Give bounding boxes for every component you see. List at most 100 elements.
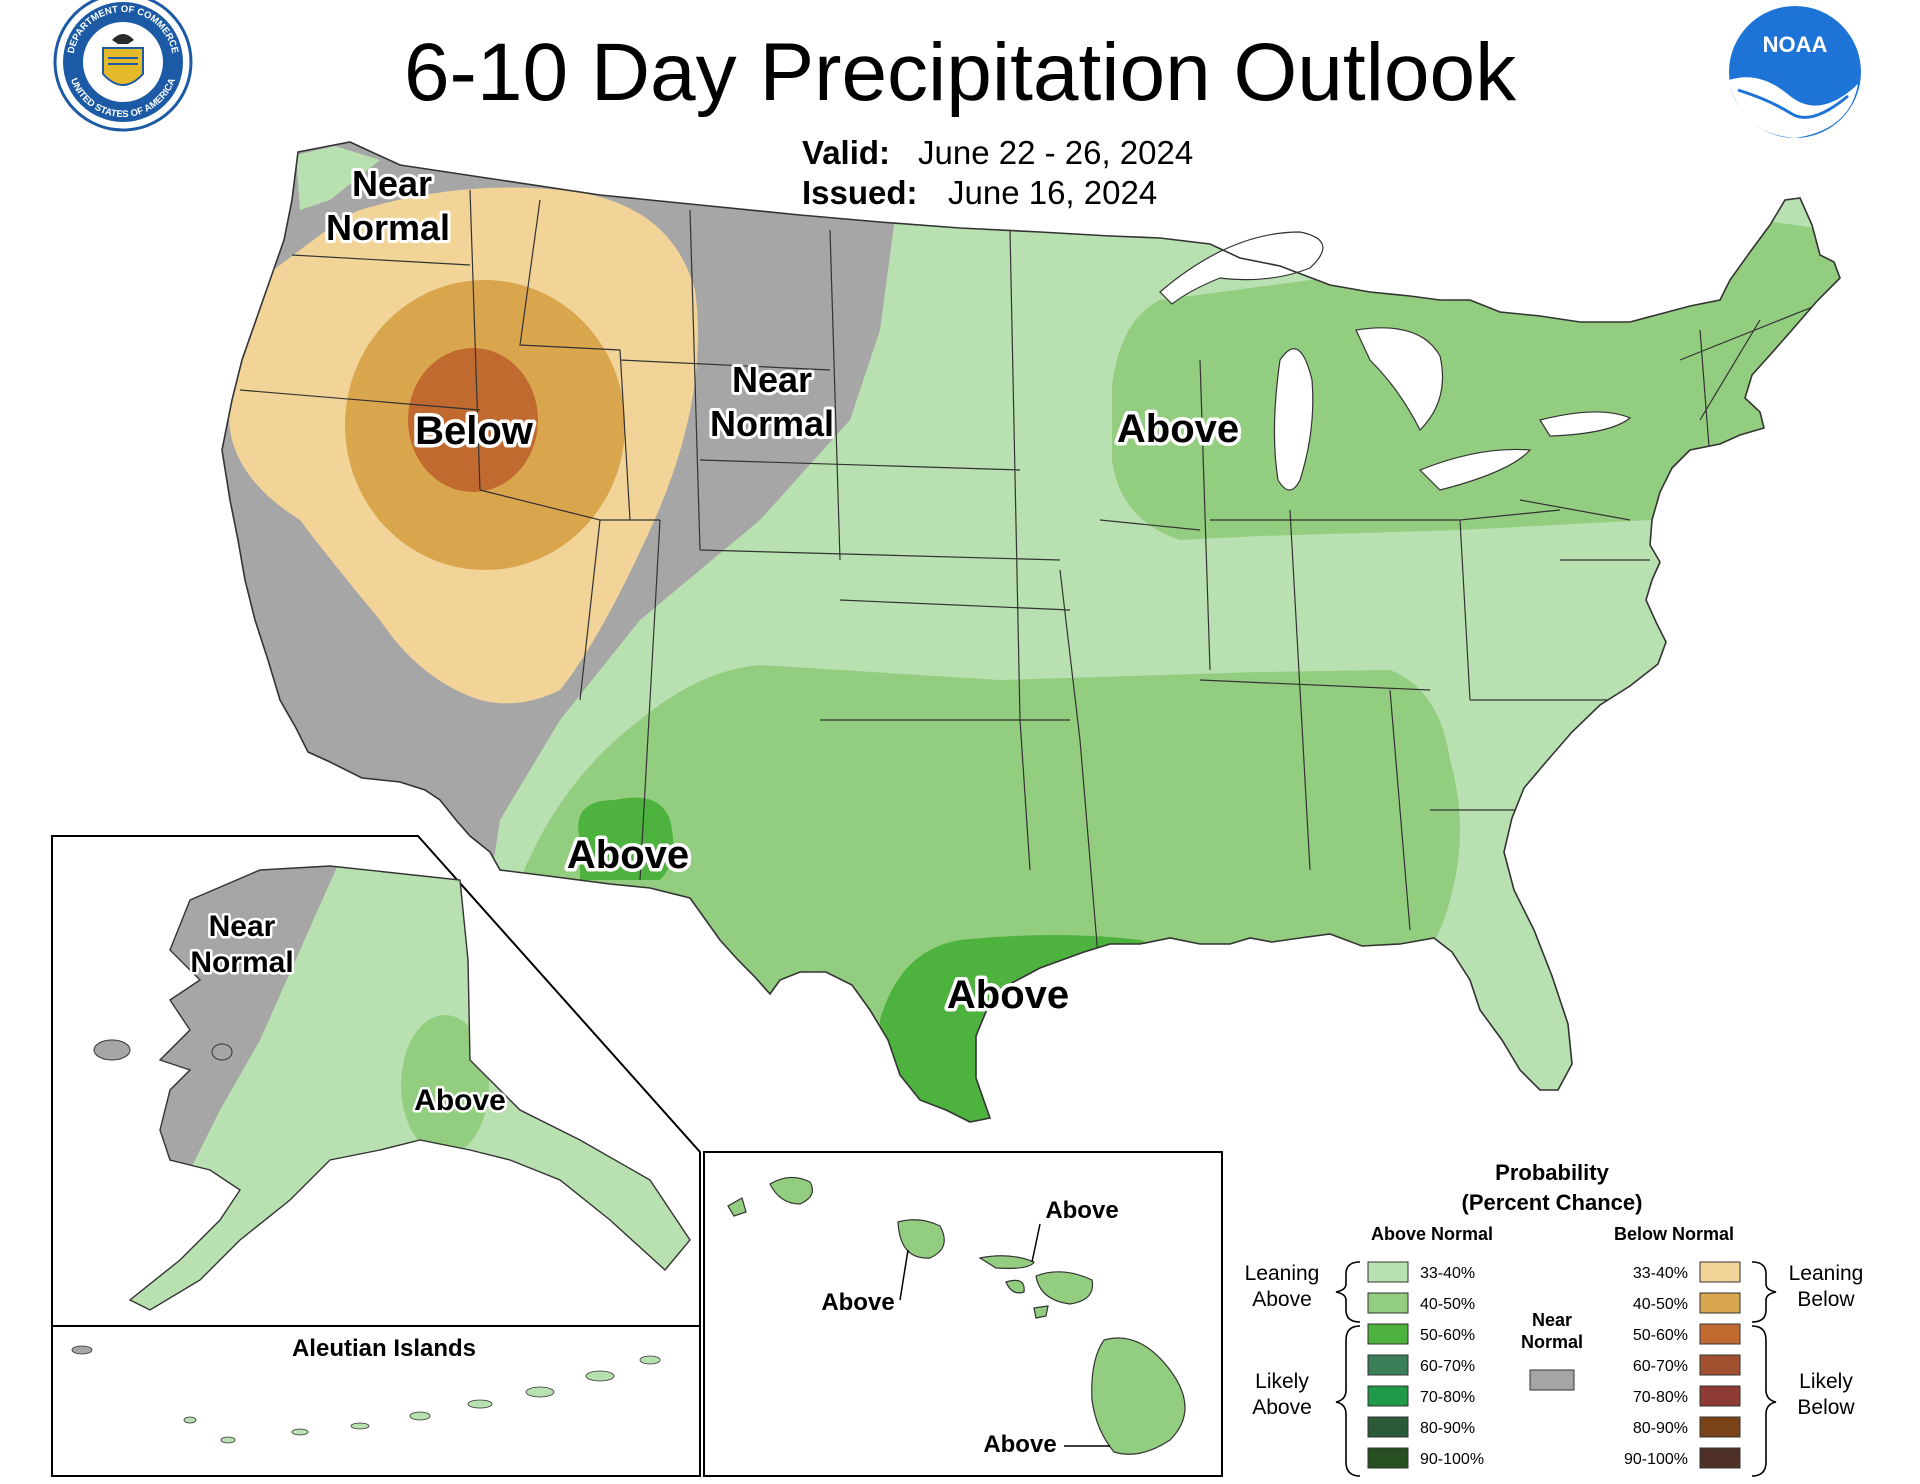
valid-label: Valid: [802, 134, 890, 171]
legend-below-swatch-2 [1699, 1323, 1741, 1345]
legend-above-swatch-4 [1367, 1385, 1409, 1407]
legend-below-swatch-1 [1699, 1292, 1741, 1314]
legend-leaning-above-2: Above [1252, 1288, 1312, 1311]
legend-title-2: (Percent Chance) [1462, 1190, 1643, 1215]
legend-below-swatch-4 [1699, 1385, 1741, 1407]
issued-value: June 16, 2024 [948, 174, 1157, 211]
legend-below-range-4: 70-80% [1633, 1389, 1688, 1406]
legend-leaning-below-2: Below [1797, 1288, 1855, 1311]
alaska-near-normal [150, 866, 340, 1170]
legend-near-normal-swatch [1529, 1369, 1575, 1391]
lanai [1005, 1279, 1025, 1294]
niihau-kauai [769, 1176, 813, 1205]
noaa-logo-text: NOAA [1763, 32, 1828, 57]
midwest-above-label: Above [1117, 407, 1239, 451]
legend-above-range-6: 90-100% [1420, 1451, 1484, 1468]
molokai [978, 1255, 1035, 1269]
legend-likely-below-2: Below [1797, 1396, 1855, 1419]
lake-michigan [1273, 348, 1314, 491]
alaska-near-normal-label-1: Near [209, 910, 276, 943]
noaa-logo: NOAA [1729, 6, 1861, 138]
legend-below-swatch-0 [1699, 1261, 1741, 1283]
nw-near-normal-label-2: Normal [326, 207, 450, 248]
south-above-40-50 [500, 665, 1460, 1122]
legend-below-range-0: 33-40% [1633, 1265, 1688, 1282]
hawaii-kauai-above-label: Above [821, 1289, 894, 1316]
legend-above-swatch-0 [1367, 1261, 1409, 1283]
legend-title-1: Probability [1495, 1160, 1609, 1185]
legend-above-swatch-5 [1367, 1416, 1409, 1438]
west-below-label: Below [415, 409, 534, 453]
legend-above-swatches: 33-40% 40-50% 50-60% 60-70% 70-80% 80-90% 90-1… [1367, 1261, 1484, 1469]
legend-above-swatch-2 [1367, 1323, 1409, 1345]
legend-above-range-3: 60-70% [1420, 1358, 1475, 1375]
lake-huron [1355, 327, 1444, 432]
alaska-above-label: Above [414, 1084, 506, 1117]
legend-below-range-1: 40-50% [1633, 1296, 1688, 1313]
aleutian-title: Aleutian Islands [292, 1335, 476, 1362]
legend-below-range-6: 90-100% [1624, 1451, 1688, 1468]
legend-above-header: Above Normal [1371, 1224, 1493, 1244]
hawaii-big-island-above-label: Above [983, 1431, 1056, 1458]
legend-below-range-5: 80-90% [1633, 1420, 1688, 1437]
maui [1035, 1271, 1094, 1305]
hawaiian-islands [727, 1176, 1186, 1455]
legend-above-range-2: 50-60% [1420, 1327, 1475, 1344]
hawaii-inset: Above Above Above [703, 1151, 1223, 1477]
sw-above-label: Above [567, 833, 689, 877]
lake-ontario [1539, 411, 1632, 437]
legend-above-swatch-3 [1367, 1354, 1409, 1376]
state-borders [239, 189, 1831, 981]
hawaii-molokai-above-label: Above [1045, 1197, 1118, 1224]
legend-below-swatch-5 [1699, 1416, 1741, 1438]
aleutian-inset-frame [51, 1325, 701, 1477]
legend-leaning-above-1: Leaning [1245, 1262, 1320, 1285]
texas-above-label: Above [947, 973, 1069, 1017]
department-of-commerce-seal: DEPARTMENT OF COMMERCE UNITED STATES OF … [53, 0, 193, 132]
legend-above-swatch-6 [1367, 1447, 1409, 1469]
legend: Probability (Percent Chance) Above Norma… [1245, 1160, 1864, 1477]
nw-near-normal-label-1: Near [352, 163, 432, 204]
legend-below-swatch-3 [1699, 1354, 1741, 1376]
conus-labels: Near Normal Below Near Normal Above Abov… [323, 160, 1243, 1021]
legend-below-range-2: 50-60% [1633, 1327, 1688, 1344]
legend-below-range-3: 60-70% [1633, 1358, 1688, 1375]
issued-label: Issued: [802, 174, 918, 211]
legend-above-swatch-1 [1367, 1292, 1409, 1314]
legend-below-swatch-6 [1699, 1447, 1741, 1469]
aleutian-inset: Aleutian Islands [51, 1325, 701, 1477]
legend-likely-above-2: Above [1252, 1396, 1312, 1419]
kahoolawe [1033, 1305, 1049, 1319]
alaska-near-normal-label-2: Normal [190, 946, 293, 979]
legend-above-range-4: 70-80% [1420, 1389, 1475, 1406]
legend-above-range-0: 33-40% [1420, 1265, 1475, 1282]
lake-superior [1159, 231, 1324, 305]
legend-below-header: Below Normal [1614, 1224, 1734, 1244]
legend-above-range-5: 80-90% [1420, 1420, 1475, 1437]
oahu [897, 1219, 945, 1259]
alaska-inset: Near Normal Above [51, 835, 701, 1327]
big-island [1091, 1337, 1186, 1455]
niihau [727, 1197, 747, 1217]
west-below-50-60 [408, 348, 538, 492]
valid-value: June 22 - 26, 2024 [918, 134, 1193, 171]
great-lakes [1159, 231, 1632, 491]
plains-near-normal-label-1: Near [732, 359, 812, 400]
nw-above-33-40 [296, 146, 380, 210]
plains-near-normal-label-2: Normal [710, 403, 834, 444]
valid-dates: Valid: June 22 - 26, 2024 Issued: June 1… [802, 134, 1193, 211]
texas-above-50-60 [880, 935, 1250, 1122]
legend-likely-below-1: Likely [1799, 1370, 1853, 1393]
legend-below-swatches: 33-40% 40-50% 50-60% 60-70% 70-80% 80-90% 90-1… [1624, 1261, 1741, 1469]
alaska-above-40-50 [401, 1015, 489, 1155]
legend-above-range-1: 40-50% [1420, 1296, 1475, 1313]
sw-above-50-60 [578, 797, 674, 880]
legend-likely-above-1: Likely [1255, 1370, 1309, 1393]
legend-leaning-below-1: Leaning [1789, 1262, 1864, 1285]
page-title: 6-10 Day Precipitation Outlook [404, 27, 1517, 118]
lake-erie [1418, 448, 1532, 491]
aleutian-islands [71, 1345, 661, 1444]
legend-near-normal-1: Near [1532, 1310, 1572, 1330]
legend-near-normal-2: Normal [1521, 1332, 1583, 1352]
